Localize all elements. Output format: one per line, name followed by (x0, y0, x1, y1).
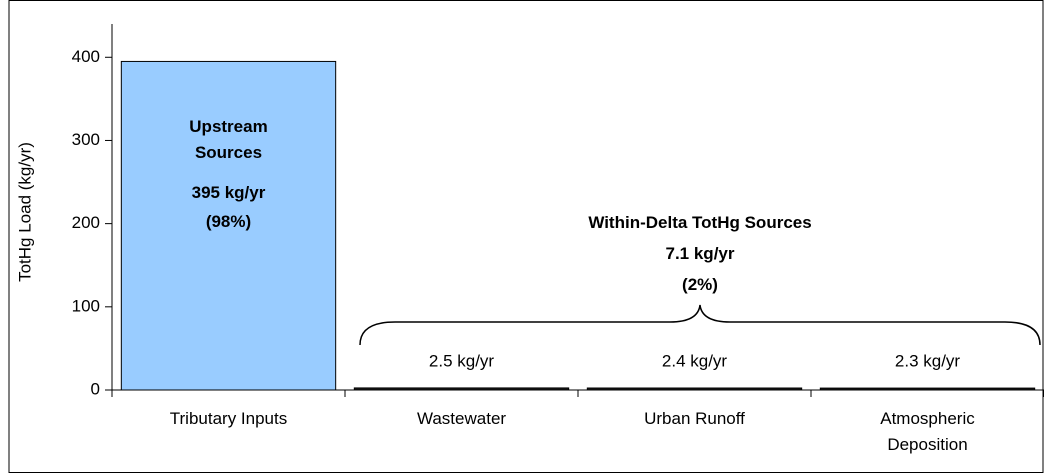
y-tick-label: 400 (72, 47, 100, 66)
bar (120, 60, 337, 391)
value-label: 2.4 kg/yr (662, 351, 728, 370)
x-tick-label: Tributary Inputs (169, 409, 288, 428)
annotation: Upstream Sources (189, 117, 268, 162)
value-label: 2.5 kg/yr (429, 351, 495, 370)
x-tick-label: Wastewater (416, 409, 507, 428)
x-tick-label: Atmospheric Deposition (880, 409, 975, 454)
value-label: 2.3 kg/yr (895, 351, 961, 370)
annotation: Within-Delta TotHg Sources (588, 213, 812, 232)
y-tick-label: 200 (72, 213, 100, 232)
y-axis-label: TotHg Load (kg/yr) (15, 142, 34, 282)
y-tick-label: 0 (91, 379, 100, 398)
bar (819, 387, 1036, 391)
annotation: 7.1 kg/yr (665, 244, 735, 263)
x-tick-label: Urban Runoff (644, 409, 745, 428)
value-label: 395 kg/yr (191, 183, 266, 202)
y-tick-label: 100 (72, 296, 100, 315)
annotation: (98%) (205, 212, 252, 231)
bar (353, 387, 570, 391)
annotation: (2%) (682, 275, 718, 294)
y-tick-label: 300 (72, 130, 100, 149)
brace (359, 304, 1041, 346)
frame (8, 0, 1044, 473)
bar (586, 387, 803, 391)
